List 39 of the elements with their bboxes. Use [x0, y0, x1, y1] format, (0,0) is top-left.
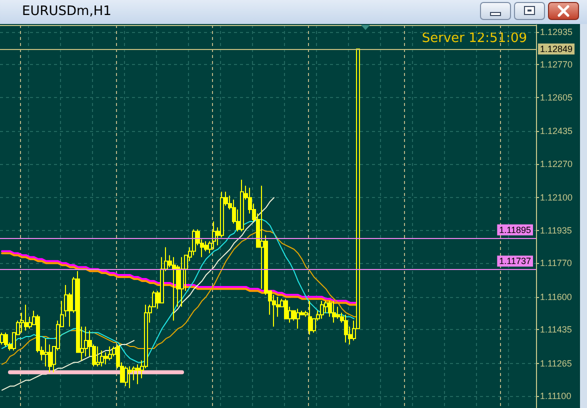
candlestick: [284, 298, 288, 320]
y-tick-label: 1.12100: [540, 192, 573, 203]
y-tick-label: 1.12935: [540, 26, 573, 37]
candlestick: [108, 346, 112, 361]
y-tick-label: 1.12270: [540, 158, 573, 169]
candlestick: [172, 256, 176, 322]
candlestick: [180, 256, 184, 308]
chart-title: EURUSDm,H1: [22, 4, 112, 20]
candlestick: [296, 308, 300, 330]
y-tick-label: 1.11435: [540, 324, 572, 335]
candlestick: [212, 220, 216, 250]
candlestick: [100, 350, 104, 367]
y-tick-label: 1.11265: [540, 358, 572, 368]
line-series: [2, 340, 134, 391]
ref-line-label: 1.11895: [499, 224, 531, 235]
ref-line-label: 1.11737: [499, 256, 531, 266]
candlestick: [24, 304, 28, 332]
y-tick-label: 1.11935: [540, 225, 572, 236]
candlestick: [320, 300, 324, 320]
y-tick-label: 1.12605: [540, 92, 573, 102]
y-tick-label: 1.12435: [540, 126, 573, 136]
candlestick: [128, 366, 132, 389]
candlestick: [136, 364, 140, 385]
candlestick: [84, 326, 88, 357]
candlestick: [308, 300, 312, 336]
annotation: Server 12:51:09: [422, 31, 527, 46]
ref-line-label: 1.12849: [540, 44, 573, 54]
candlestick: [124, 366, 128, 387]
y-tick-label: 1.12770: [540, 60, 573, 70]
candlestick: [344, 314, 348, 344]
candlestick: [4, 332, 8, 347]
y-tick-label: 1.11600: [540, 292, 572, 302]
candlestick: [96, 346, 100, 367]
y-tick-label: 1.11100: [540, 391, 572, 402]
y-tick-label: 1.11770: [540, 258, 572, 268]
candlestick: [272, 294, 276, 328]
candlestick: [240, 179, 244, 232]
candlestick: [332, 300, 336, 324]
line-series: [174, 197, 274, 314]
